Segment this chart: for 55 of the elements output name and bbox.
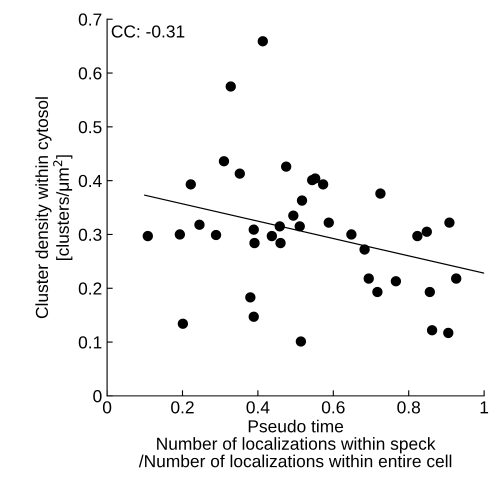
- point: [178, 318, 188, 329]
- y-tick-label: 0.4: [78, 174, 102, 188]
- point: [346, 229, 357, 240]
- point: [364, 273, 374, 284]
- point: [275, 238, 286, 248]
- point: [424, 286, 435, 298]
- point: [422, 226, 432, 237]
- point: [274, 221, 285, 232]
- point: [324, 217, 334, 228]
- y-tick-label: 0.3: [78, 228, 102, 241]
- point: [174, 229, 186, 240]
- y-tick-label: 0.5: [78, 121, 102, 134]
- point: [218, 156, 230, 166]
- point: [249, 238, 260, 248]
- point: [443, 328, 454, 338]
- y-tick-label: 0.7: [78, 13, 102, 26]
- x-tick-label: 0.8: [397, 401, 420, 414]
- point: [372, 286, 383, 298]
- annotation: CC: -0.31: [112, 25, 184, 38]
- point: [294, 221, 305, 232]
- y-tick-label: 0.1: [78, 336, 102, 349]
- point: [186, 179, 196, 190]
- point: [310, 173, 320, 184]
- point: [234, 168, 245, 179]
- x-tick-label: 0: [102, 401, 112, 414]
- x-tick-label: 1: [480, 401, 488, 414]
- x-axis-title: Pseudo time Number of localizations within speck /Number of localizations within entire cell: [138, 420, 452, 468]
- point: [248, 312, 259, 322]
- point: [258, 36, 268, 46]
- point: [296, 336, 306, 347]
- point: [245, 292, 256, 303]
- point: [444, 217, 455, 228]
- point: [288, 210, 298, 221]
- point: [375, 188, 386, 199]
- point: [390, 276, 402, 286]
- point: [266, 230, 277, 242]
- point: [248, 224, 259, 235]
- x-tick-label: 0.4: [246, 401, 270, 414]
- point: [412, 230, 423, 242]
- point: [281, 162, 292, 172]
- point: [318, 179, 328, 190]
- y-axis-title: Cluster density within cytosol [clusters/μm$^{2}$]: [35, 97, 72, 318]
- point: [426, 325, 438, 336]
- point: [359, 244, 370, 255]
- y-tick-label: 0.6: [78, 67, 102, 80]
- point: [226, 81, 236, 92]
- y-tick-label: 0.2: [78, 282, 102, 295]
- point: [194, 220, 205, 230]
- point: [142, 230, 153, 242]
- x-tick-label: 0.6: [322, 401, 345, 414]
- y-tick-label: 0: [93, 390, 102, 402]
- point: [451, 273, 462, 284]
- point: [296, 195, 308, 206]
- x-tick-label: 0.2: [171, 401, 194, 414]
- point: [210, 230, 222, 240]
